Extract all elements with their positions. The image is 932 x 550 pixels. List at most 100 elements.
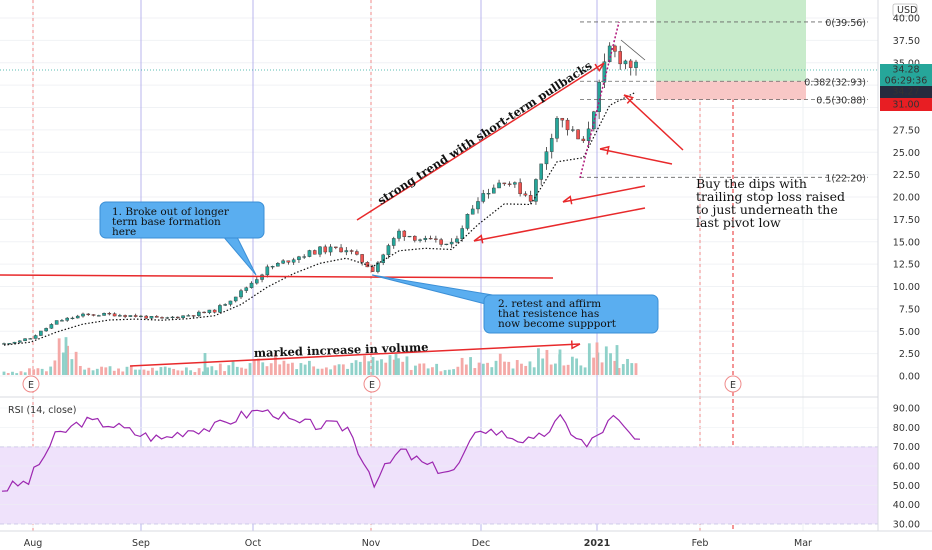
candle — [186, 314, 191, 317]
volume-bar — [223, 371, 226, 375]
volume-bar — [337, 364, 341, 375]
candle — [613, 44, 617, 58]
rsi-tick: 40.00 — [893, 500, 920, 511]
volume-bar — [570, 356, 574, 375]
fib-label: 0.382(32.93) — [804, 77, 866, 88]
volume-bar — [575, 358, 579, 375]
volume-bar — [617, 368, 621, 375]
volume-bar — [384, 362, 388, 375]
stop-price-badge: 31.00 — [880, 98, 932, 111]
volume-bar — [95, 368, 99, 375]
candle — [160, 316, 164, 319]
volume-bar — [511, 368, 515, 375]
volume-bar — [532, 367, 536, 375]
volume-bar — [87, 367, 91, 375]
volume-bar — [583, 367, 587, 375]
candle — [402, 229, 407, 241]
volume-bar — [507, 361, 511, 375]
candle — [623, 59, 628, 70]
volume-bar — [604, 346, 608, 375]
candle — [128, 315, 133, 317]
earnings-marker[interactable]: E — [363, 375, 381, 393]
volume-bar — [197, 368, 201, 375]
volume-bar — [189, 370, 193, 375]
volume-bar — [11, 371, 14, 375]
volume-bar — [36, 368, 40, 375]
volume-bar — [286, 363, 290, 375]
volume-bar — [129, 366, 133, 375]
time-tick: 2021 — [584, 538, 610, 549]
volume-bar — [176, 370, 180, 375]
earnings-marker[interactable]: E — [22, 375, 40, 393]
volume-bar — [388, 355, 392, 375]
volume-bar — [515, 360, 519, 375]
candle — [307, 249, 312, 258]
candle — [418, 238, 422, 243]
currency-label: USD — [897, 5, 917, 16]
fib-label: 0(39.56) — [825, 18, 866, 29]
volume-bar — [45, 371, 48, 375]
time-axis-bg — [0, 531, 932, 550]
rsi-tick: 50.00 — [893, 481, 920, 492]
candle — [118, 313, 122, 317]
volume-bar — [341, 364, 345, 375]
volume-bar — [498, 353, 502, 375]
volume-bar — [520, 363, 523, 375]
volume-bar — [28, 368, 31, 375]
candle — [181, 315, 185, 319]
volume-bar — [295, 369, 299, 375]
volume-bar — [291, 362, 294, 375]
candle — [144, 315, 149, 320]
volume-arrow — [129, 340, 581, 367]
time-tick: Nov — [362, 538, 381, 549]
volume-bar — [66, 345, 70, 375]
candle — [391, 236, 396, 249]
candle — [175, 316, 180, 319]
volume-label: marked increase in volume — [254, 340, 429, 360]
candle — [386, 243, 391, 259]
candle — [107, 311, 112, 316]
candle — [449, 238, 454, 248]
candle — [344, 247, 349, 256]
candle — [18, 340, 22, 344]
dip-arrow — [473, 207, 646, 244]
volume-bar — [545, 349, 549, 375]
volume-bar — [562, 365, 566, 375]
volume-bar — [231, 361, 235, 375]
resistance-line — [0, 274, 554, 279]
earnings-marker[interactable]: E — [724, 375, 742, 393]
volume-bar — [626, 358, 629, 375]
time-tick: Sep — [132, 538, 150, 549]
volume-bar — [201, 371, 205, 375]
volume-bar — [265, 366, 269, 375]
price-tick: 10.00 — [893, 282, 920, 293]
candle — [270, 265, 275, 270]
candle — [302, 254, 307, 259]
candle — [581, 136, 586, 143]
candle — [492, 184, 496, 194]
rsi-tick: 80.00 — [893, 423, 920, 434]
volume-bar — [134, 369, 137, 375]
volume-bar — [146, 370, 150, 375]
volume-bar — [278, 364, 282, 375]
volume-bar — [439, 371, 443, 375]
volume-bar — [554, 363, 557, 375]
volume-bar — [104, 367, 108, 375]
candle — [360, 254, 364, 266]
volume-bar — [452, 369, 456, 375]
candle — [486, 188, 491, 199]
volume-bar — [333, 365, 337, 375]
volume-bar — [486, 362, 489, 375]
candle — [197, 310, 201, 318]
candle — [228, 300, 233, 307]
rsi-tick: 60.00 — [893, 462, 920, 473]
volume-bar — [214, 370, 218, 375]
candle — [518, 178, 522, 197]
time-tick: Aug — [24, 538, 43, 549]
candle — [349, 249, 354, 255]
dip-arrow — [562, 185, 646, 205]
candle — [44, 327, 48, 332]
volume-bar — [172, 368, 176, 375]
volume-bar — [392, 359, 396, 375]
candle — [339, 244, 343, 253]
